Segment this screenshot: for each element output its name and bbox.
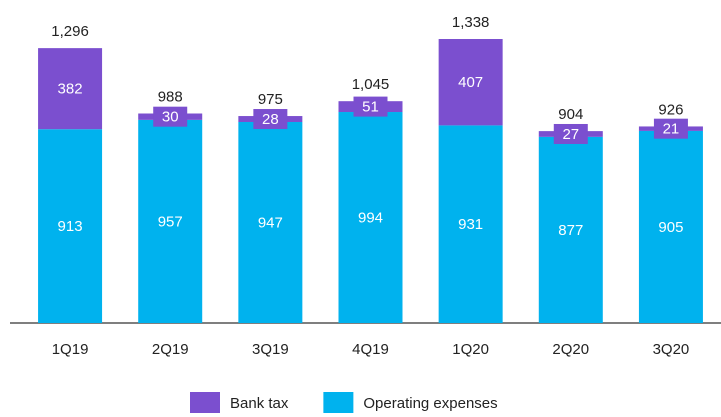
total-label: 1,296 — [51, 23, 89, 40]
total-label: 1,338 — [452, 14, 490, 31]
value-label: 30 — [162, 109, 179, 126]
x-tick-label: 3Q20 — [653, 341, 690, 358]
value-label: 51 — [362, 99, 379, 116]
legend-label: Operating expenses — [363, 395, 497, 412]
legend-swatch — [323, 392, 354, 413]
value-label-box — [353, 96, 388, 117]
value-label: 957 — [158, 213, 183, 230]
value-label: 382 — [58, 81, 83, 98]
x-tick-label: 1Q19 — [52, 341, 89, 358]
value-label-box — [653, 118, 688, 139]
value-label: 905 — [658, 219, 683, 236]
bar-segment — [538, 136, 603, 323]
total-label: 988 — [158, 88, 183, 105]
legend-swatch — [190, 392, 220, 413]
bar-segment — [238, 121, 303, 323]
value-label: 407 — [458, 74, 483, 91]
value-label: 931 — [458, 216, 483, 233]
value-label: 21 — [663, 121, 680, 138]
bar-segment — [138, 119, 203, 323]
x-tick-label: 1Q20 — [452, 341, 489, 358]
total-label: 904 — [558, 106, 583, 123]
x-tick-label: 4Q19 — [352, 341, 389, 358]
bar-segment — [438, 125, 503, 323]
total-label: 975 — [258, 91, 283, 108]
bar-segment — [338, 112, 403, 323]
x-tick-label: 3Q19 — [252, 341, 289, 358]
value-label-box — [153, 106, 188, 127]
total-label: 926 — [658, 101, 683, 118]
value-label: 28 — [262, 111, 279, 128]
value-label: 913 — [58, 218, 83, 235]
bar-segment — [638, 130, 703, 323]
value-label: 877 — [558, 222, 583, 239]
value-label: 27 — [562, 126, 579, 143]
bar-segment — [38, 48, 103, 130]
x-tick-label: 2Q19 — [152, 341, 189, 358]
total-label: 1,045 — [352, 76, 390, 93]
value-label-box — [553, 123, 588, 144]
legend-label: Bank tax — [230, 395, 289, 412]
x-tick-label: 2Q20 — [552, 341, 589, 358]
bar-segment — [438, 39, 503, 126]
value-label: 947 — [258, 214, 283, 231]
value-label: 994 — [358, 209, 383, 226]
value-label-box — [253, 109, 288, 130]
bar-segment — [38, 129, 103, 323]
